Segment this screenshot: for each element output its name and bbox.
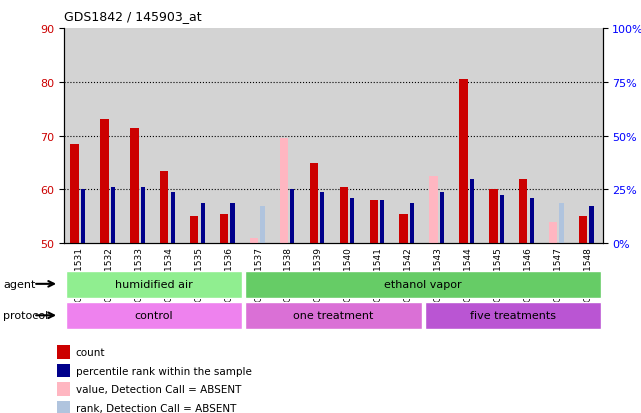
Bar [230, 203, 235, 244]
Bar [399, 214, 408, 244]
Bar [579, 217, 587, 244]
Text: ethanol vapor: ethanol vapor [384, 280, 462, 290]
Bar [424, 302, 601, 329]
Text: agent: agent [3, 279, 36, 289]
Bar [100, 120, 109, 244]
Bar [380, 201, 384, 244]
Bar [57, 345, 70, 359]
Bar [71, 144, 79, 244]
Text: one treatment: one treatment [293, 311, 374, 320]
Bar [57, 401, 70, 413]
Bar [57, 382, 70, 396]
Bar [65, 302, 242, 329]
Bar [57, 364, 70, 377]
Bar [290, 190, 294, 244]
Text: count: count [76, 347, 105, 357]
Bar [279, 139, 288, 244]
Text: value, Detection Call = ABSENT: value, Detection Call = ABSENT [76, 384, 241, 394]
Bar [245, 271, 601, 298]
Bar [201, 203, 204, 244]
Bar [340, 187, 348, 244]
Bar [560, 203, 563, 244]
Bar [410, 203, 414, 244]
Text: protocol: protocol [3, 310, 49, 320]
Bar [245, 302, 422, 329]
Bar [171, 192, 175, 244]
Bar [310, 163, 318, 244]
Bar [250, 238, 258, 244]
Bar [459, 80, 468, 244]
Text: rank, Detection Call = ABSENT: rank, Detection Call = ABSENT [76, 403, 236, 413]
Bar [130, 128, 138, 244]
Bar [499, 195, 504, 244]
Bar [190, 217, 199, 244]
Bar [111, 187, 115, 244]
Bar [65, 271, 242, 298]
Bar [519, 179, 528, 244]
Bar [429, 176, 438, 244]
Bar [560, 203, 563, 244]
Text: GDS1842 / 145903_at: GDS1842 / 145903_at [64, 10, 202, 23]
Text: control: control [135, 311, 173, 320]
Bar [140, 187, 145, 244]
Bar [369, 201, 378, 244]
Bar [160, 171, 169, 244]
Bar [489, 190, 497, 244]
Bar [260, 206, 265, 244]
Text: percentile rank within the sample: percentile rank within the sample [76, 366, 251, 375]
Bar [549, 222, 558, 244]
Bar [320, 192, 324, 244]
Text: five treatments: five treatments [470, 311, 556, 320]
Bar [220, 214, 228, 244]
Bar [350, 198, 354, 244]
Bar [81, 190, 85, 244]
Text: humidified air: humidified air [115, 280, 193, 290]
Bar [470, 179, 474, 244]
Bar [260, 206, 265, 244]
Bar [529, 198, 534, 244]
Bar [589, 206, 594, 244]
Bar [440, 192, 444, 244]
